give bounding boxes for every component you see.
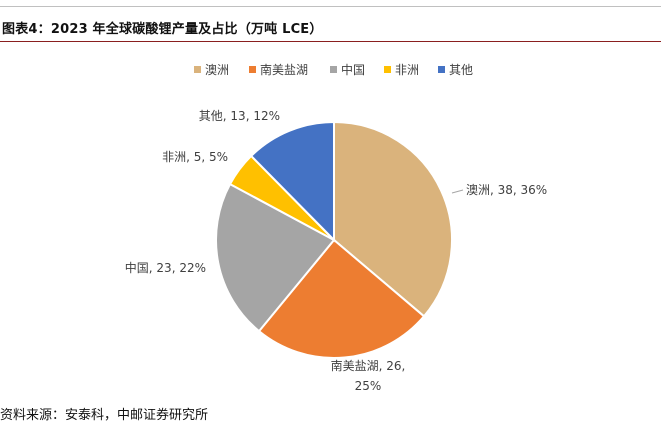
legend: 澳洲 南美盐湖 中国 非洲 其他: [194, 62, 473, 77]
pie-slice-4: [249, 120, 335, 243]
data-label-1: 南美盐湖, 26,: [331, 358, 406, 373]
legend-swatch-2: [330, 66, 337, 73]
pie-slices: [215, 120, 453, 359]
figure-caption: 图表4：2023 年全球碳酸锂产量及占比（万吨 LCE）: [2, 22, 323, 37]
top-border: [0, 0, 661, 7]
caption-rule: [0, 41, 661, 42]
legend-label-1: 南美盐湖: [260, 62, 308, 77]
data-label-2: 中国, 23, 22%: [125, 260, 206, 275]
legend-swatch-4: [438, 66, 445, 73]
data-label-3: 非洲, 5, 5%: [162, 150, 228, 164]
leader-line-0: [451, 189, 464, 194]
pie-slice-1: [257, 238, 426, 359]
legend-swatch-3: [384, 66, 391, 73]
pie-slice-0: [333, 120, 453, 318]
legend-swatch-0: [194, 66, 201, 73]
legend-label-3: 非洲: [395, 63, 419, 77]
source-note: 资料来源：安泰科，中邮证券研究所: [0, 408, 209, 423]
legend-label-0: 澳洲: [205, 63, 229, 77]
data-label-1-line2: 25%: [355, 379, 382, 393]
pie-slice-2: [215, 182, 336, 333]
data-labels: 澳洲, 38, 36% 南美盐湖, 26, 中国, 23, 22% 非洲, 5, 5%…: [125, 109, 547, 393]
legend-label-2: 中国: [341, 62, 365, 77]
data-label-0: 澳洲, 38, 36%: [466, 183, 547, 197]
data-label-4: 其他, 13, 12%: [199, 109, 280, 123]
legend-label-4: 其他: [449, 63, 473, 77]
legend-swatch-1: [249, 66, 256, 73]
